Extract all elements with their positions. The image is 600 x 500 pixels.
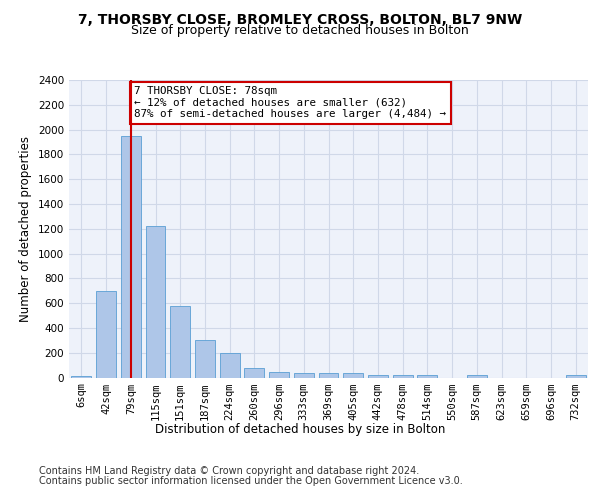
Bar	[71, 376, 91, 378]
Bar	[566, 375, 586, 378]
Text: 7 THORSBY CLOSE: 78sqm
← 12% of detached houses are smaller (632)
87% of semi-de: 7 THORSBY CLOSE: 78sqm ← 12% of detached…	[134, 86, 446, 120]
Y-axis label: Number of detached properties: Number of detached properties	[19, 136, 32, 322]
Bar	[269, 372, 289, 378]
Bar	[195, 340, 215, 378]
Text: Contains public sector information licensed under the Open Government Licence v3: Contains public sector information licen…	[39, 476, 463, 486]
Bar	[418, 375, 437, 378]
Bar	[343, 373, 363, 378]
Bar	[368, 375, 388, 378]
Text: 7, THORSBY CLOSE, BROMLEY CROSS, BOLTON, BL7 9NW: 7, THORSBY CLOSE, BROMLEY CROSS, BOLTON,…	[78, 12, 522, 26]
Bar	[393, 375, 413, 378]
Bar	[294, 373, 314, 378]
Text: Size of property relative to detached houses in Bolton: Size of property relative to detached ho…	[131, 24, 469, 37]
Text: Contains HM Land Registry data © Crown copyright and database right 2024.: Contains HM Land Registry data © Crown c…	[39, 466, 419, 476]
Bar	[467, 375, 487, 378]
Bar	[96, 290, 116, 378]
Bar	[220, 352, 239, 378]
Bar	[319, 373, 338, 378]
Bar	[244, 368, 264, 378]
Bar	[170, 306, 190, 378]
Bar	[121, 136, 140, 378]
Text: Distribution of detached houses by size in Bolton: Distribution of detached houses by size …	[155, 422, 445, 436]
Bar	[146, 226, 166, 378]
